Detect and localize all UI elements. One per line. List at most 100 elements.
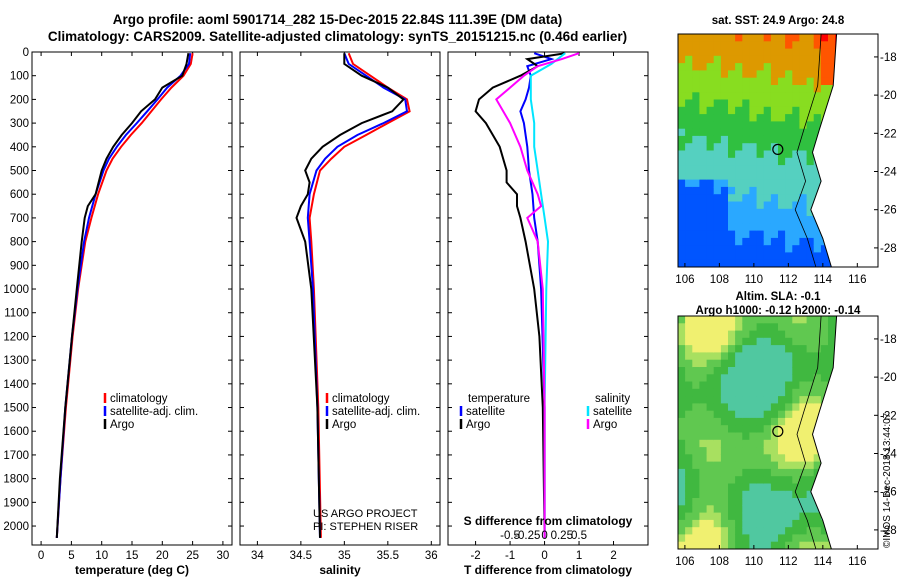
map-cell <box>763 454 772 463</box>
map-cell <box>785 512 793 521</box>
map-cell <box>756 498 765 506</box>
map-cell <box>692 77 700 86</box>
map-cell <box>806 63 815 71</box>
map-cell <box>785 245 793 254</box>
map-cell <box>735 34 743 42</box>
map-x-tick-label: 110 <box>745 556 763 568</box>
map-cell <box>713 230 722 239</box>
map-cell <box>813 505 822 514</box>
map-cell <box>785 55 793 64</box>
map-cell <box>685 316 693 324</box>
map-cell <box>813 77 822 86</box>
map-cell <box>735 512 743 521</box>
map-cell <box>699 252 708 261</box>
map-cell <box>720 41 729 50</box>
map-cell <box>685 527 693 536</box>
map-cell <box>770 121 779 130</box>
map-cell <box>763 128 772 137</box>
map-cell <box>799 367 808 375</box>
map-cell <box>728 194 736 203</box>
map-cell <box>706 323 715 332</box>
map-cell <box>742 63 750 71</box>
legend-label: satellite-adj. clim. <box>332 406 420 418</box>
map-cell <box>735 135 743 144</box>
y-tick-label: 1200 <box>3 331 29 343</box>
map-cell <box>792 425 800 434</box>
map-cell <box>785 447 793 455</box>
map-cell <box>699 92 708 101</box>
map-cell <box>806 252 815 261</box>
map-cell <box>792 396 800 404</box>
map-cell <box>778 230 786 239</box>
map-cell <box>749 476 758 485</box>
map-cell <box>720 381 729 390</box>
map-cell <box>713 417 722 426</box>
map-cell <box>806 498 815 506</box>
y-tick-label: 2000 <box>3 521 29 533</box>
map-cell <box>728 135 736 144</box>
map-cell <box>735 396 743 404</box>
map-cell <box>756 330 765 339</box>
map-cell <box>678 230 686 239</box>
map-cell <box>735 534 743 543</box>
map-cell <box>778 541 786 549</box>
map-cell <box>749 381 758 390</box>
map-cell <box>749 374 758 383</box>
map-cell <box>685 359 693 368</box>
map-cell <box>820 345 829 353</box>
y-tick-label: 1000 <box>3 284 29 296</box>
map-cell <box>820 85 829 93</box>
map-cell <box>770 223 779 232</box>
map-cell <box>699 403 708 412</box>
map-cell <box>728 483 736 492</box>
map-cell <box>778 410 786 419</box>
map-cell <box>720 534 729 543</box>
map-cell <box>706 483 715 492</box>
map-cell <box>749 216 758 224</box>
map-cell <box>756 432 765 441</box>
map-cell <box>728 70 736 79</box>
map-cell <box>678 157 686 166</box>
map-cell <box>678 461 686 470</box>
map-cell <box>792 245 800 254</box>
map-cell <box>728 432 736 441</box>
map-x-tick-label: 108 <box>710 274 729 286</box>
map-cell <box>699 41 708 50</box>
map-cell <box>792 106 800 115</box>
map-cell <box>749 439 758 448</box>
map-cell <box>678 512 686 521</box>
map-cell <box>770 359 779 368</box>
map-cell <box>756 367 765 375</box>
map-cell <box>749 498 758 506</box>
map-cell <box>806 201 815 210</box>
map-cell <box>720 63 729 71</box>
map-cell <box>685 396 693 404</box>
map-cell <box>756 534 765 543</box>
map-cell <box>813 48 822 57</box>
map-cell <box>685 432 693 441</box>
map-cell <box>749 352 758 361</box>
map-cell <box>763 541 772 549</box>
map-cell <box>778 92 786 101</box>
map-cell <box>678 352 686 361</box>
map-cell <box>770 245 779 254</box>
map-cell <box>806 541 815 549</box>
map-cell <box>770 92 779 101</box>
map-cell <box>699 135 708 144</box>
map-cell <box>763 121 772 130</box>
map-cell <box>778 165 786 173</box>
map-cell <box>792 410 800 419</box>
map-cell <box>806 150 815 159</box>
salinity-plot: 34 34.5 35 35.5 36 climatologysatellite-adj. … <box>240 51 440 562</box>
map-cell <box>792 259 800 267</box>
map-cell <box>756 34 765 42</box>
map-cell <box>756 352 765 361</box>
map-cell <box>792 388 800 397</box>
map-cell <box>692 252 700 261</box>
map-cell <box>713 128 722 137</box>
map-cell <box>742 425 750 434</box>
map-cell <box>778 352 786 361</box>
map-cell <box>778 403 786 412</box>
map-cell <box>728 48 736 57</box>
map-cell <box>770 172 779 181</box>
